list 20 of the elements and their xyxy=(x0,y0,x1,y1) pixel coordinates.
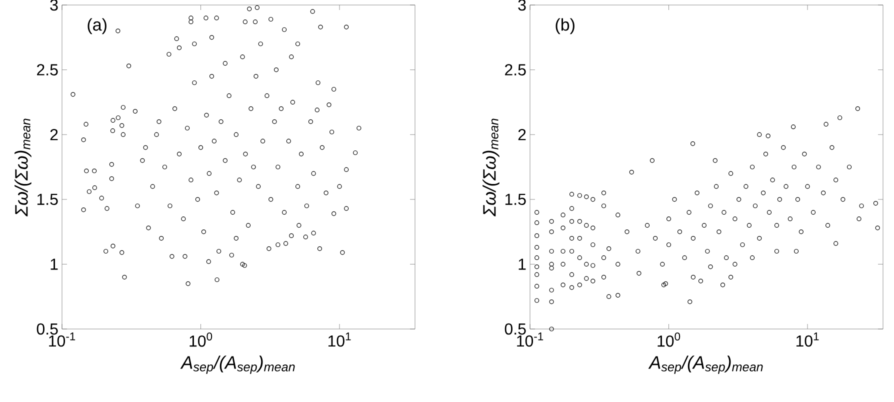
y-tick-label: 2 xyxy=(518,129,526,140)
y-tick-label: 2.5 xyxy=(505,64,526,76)
y-tick-label: 1 xyxy=(50,258,58,270)
y-axis-title: Σω/(Σω)$_{mean}$ xyxy=(14,118,32,216)
annotation: (b) xyxy=(556,18,574,34)
annotation: (a) xyxy=(88,18,106,34)
y-tick-label: 1 xyxy=(518,258,526,270)
x-tick-label: 10$^{0}$ xyxy=(190,332,212,347)
x-tick-label: 10$^{1}$ xyxy=(796,332,819,347)
y-tick-label: 0.5 xyxy=(504,323,526,335)
y-axis-title: Σω/(Σω)$_{mean}$ xyxy=(482,118,500,216)
x-axis-title: A$_{sep}$/(A$_{sep}$)$_{mean}$ xyxy=(180,356,295,374)
y-tick-label: 1.5 xyxy=(505,194,526,205)
y-tick-label: 2.5 xyxy=(37,64,58,76)
x-tick-label: 10$^{1}$ xyxy=(328,332,351,347)
y-tick-label: 2 xyxy=(50,129,58,140)
x-axis-title: A$_{sep}$/(A$_{sep}$)$_{mean}$ xyxy=(648,356,763,374)
y-tick-label: 0.5 xyxy=(36,323,58,335)
x-tick-label: 10$^{0}$ xyxy=(658,332,680,347)
y-tick-label: 1.5 xyxy=(37,194,58,205)
